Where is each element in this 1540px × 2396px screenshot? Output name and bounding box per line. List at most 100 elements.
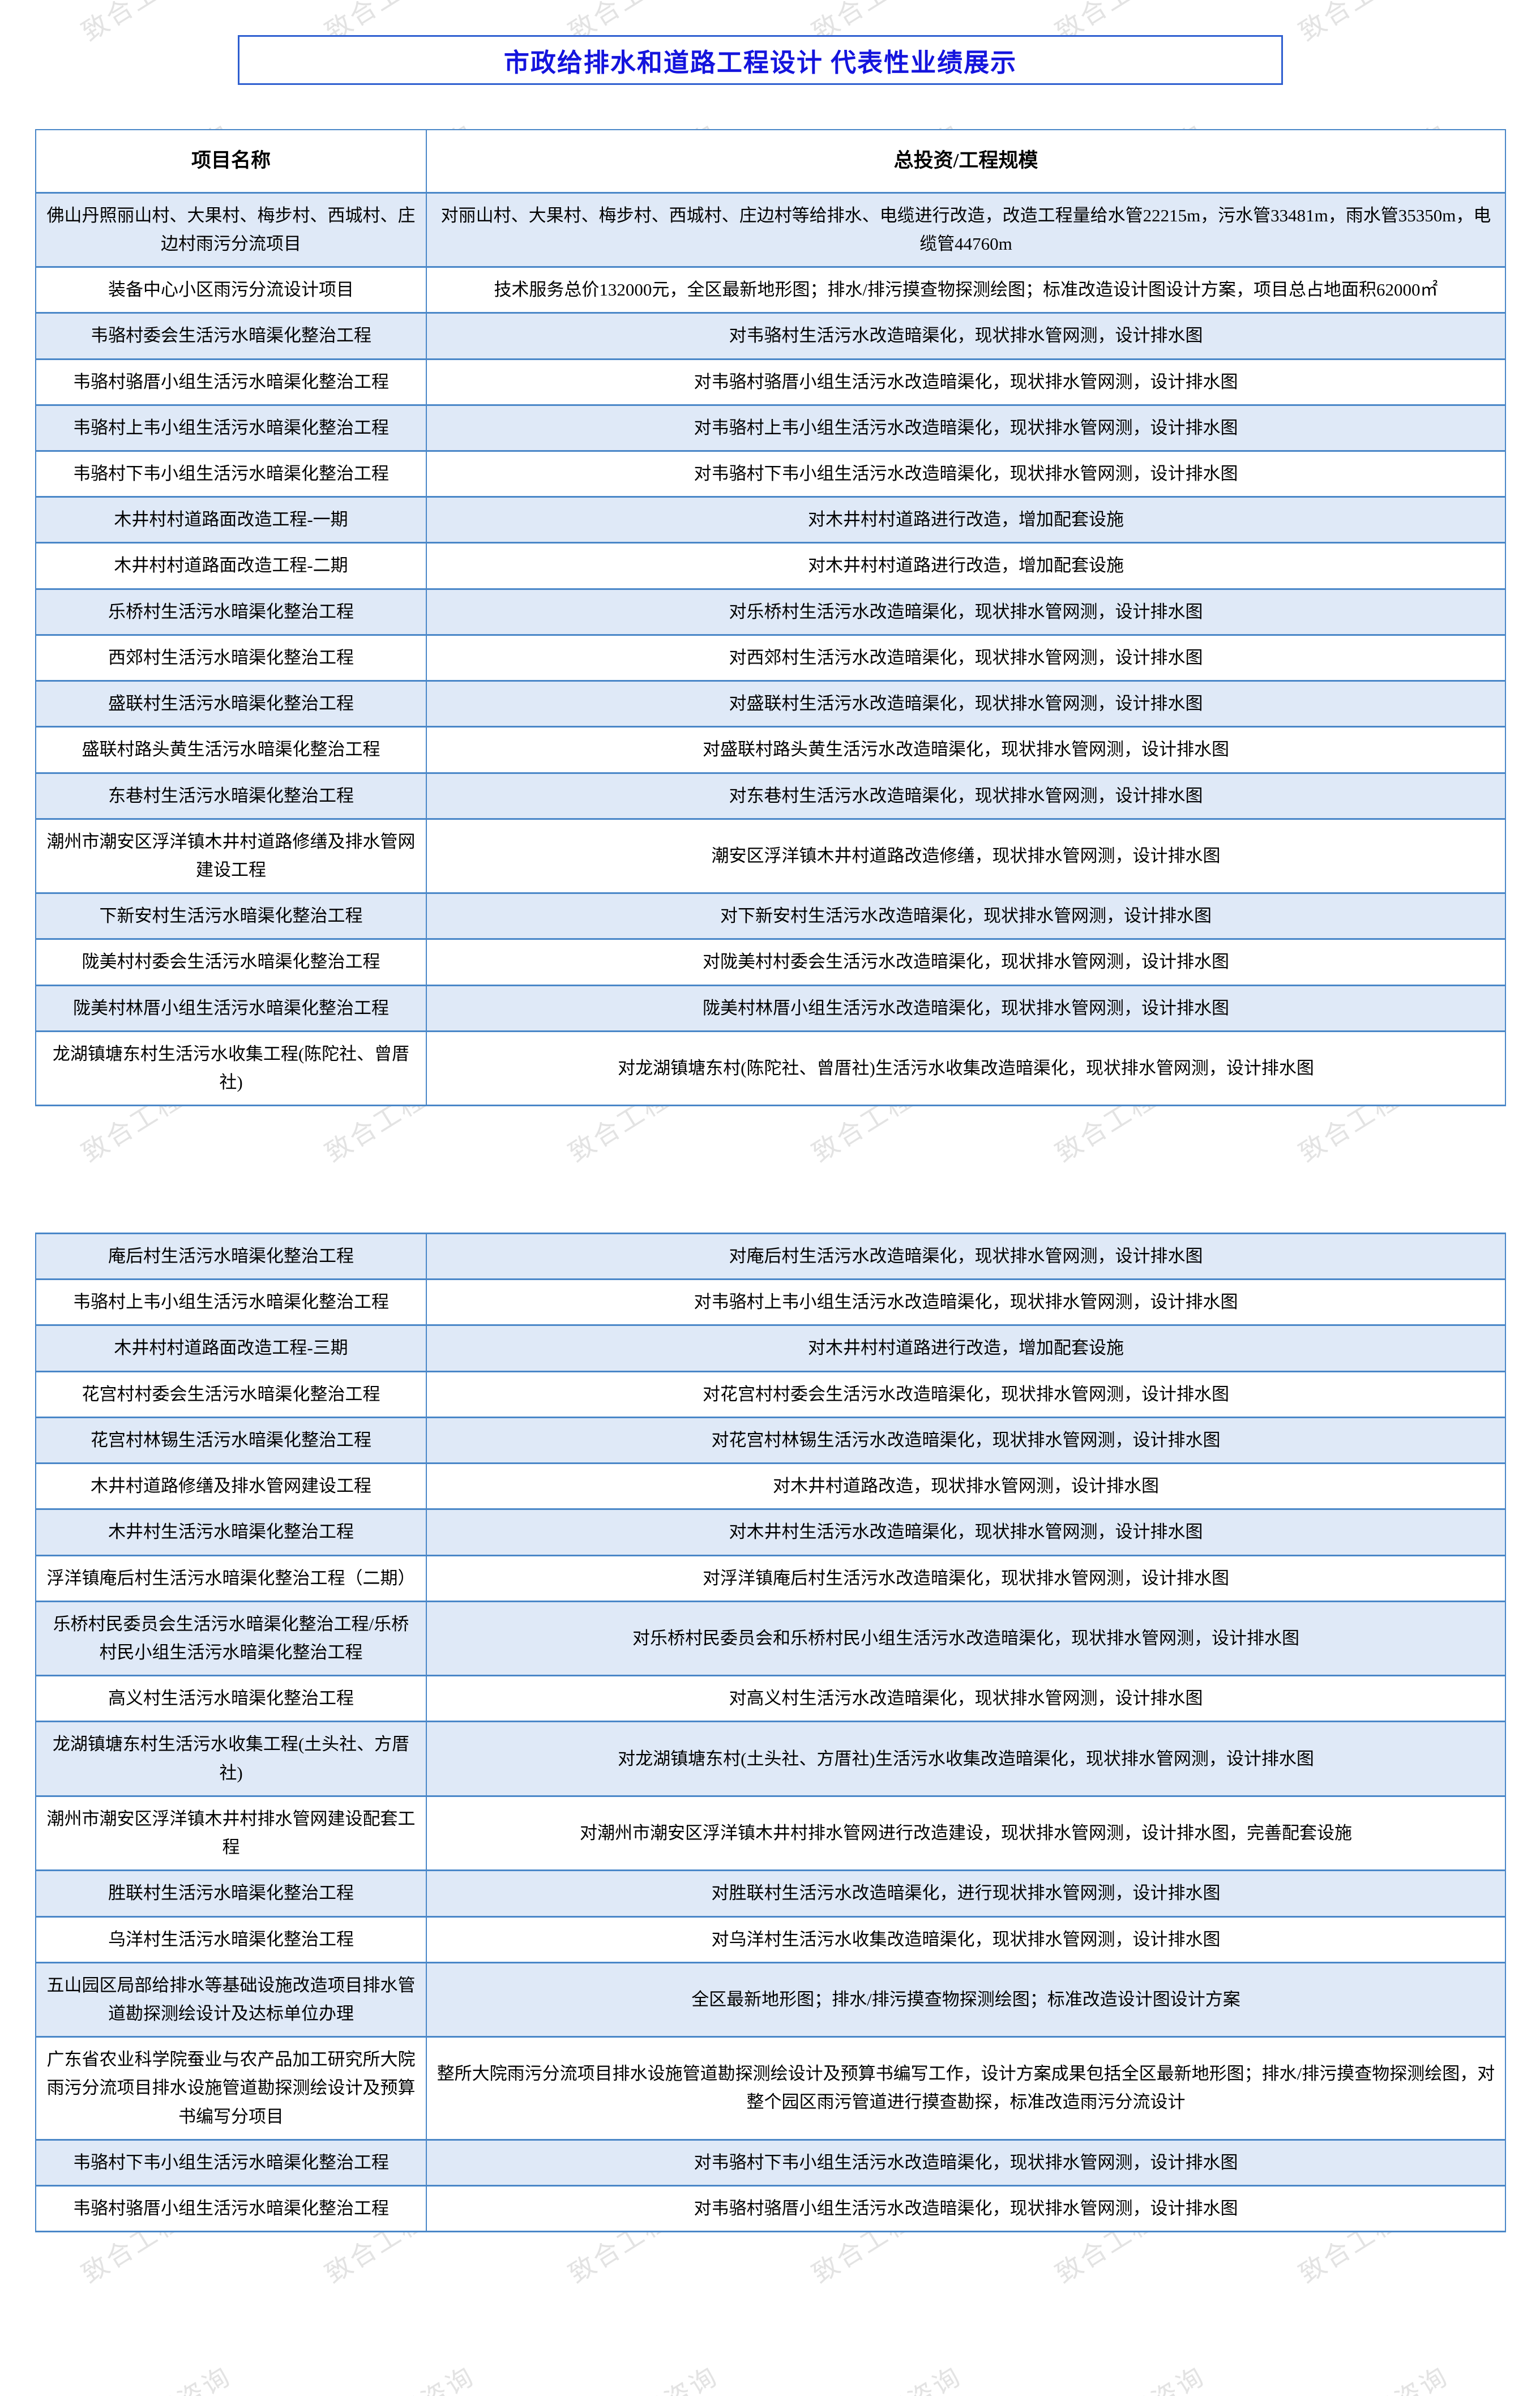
cell-project-name: 花宫村林锡生活污水暗渠化整治工程 — [35, 1416, 427, 1465]
cell-investment-scale: 对盛联村生活污水改造暗渠化，现状排水管网测，设计排水图 — [426, 680, 1506, 728]
cell-investment-scale: 对木井村村道路进行改造，增加配套设施 — [426, 496, 1506, 544]
watermark-text: 致合工程咨询 — [1537, 1614, 1540, 1728]
table-row: 韦骆村下韦小组生活污水暗渠化整治工程 对韦骆村下韦小组生活污水改造暗渠化，现状排水… — [35, 2138, 1506, 2187]
cell-project-name: 陇美村村委会生活污水暗渠化整治工程 — [35, 938, 427, 986]
table-row: 龙湖镇塘东村生活污水收集工程(土头社、方厝社) 对龙湖镇塘东村(土头社、方厝社)生… — [35, 1721, 1506, 1797]
cell-investment-scale: 对潮州市潮安区浮洋镇木井村排水管网进行改造建设，现状排水管网测，设计排水图，完善… — [426, 1795, 1506, 1872]
table-row: 盛联村生活污水暗渠化整治工程 对盛联村生活污水改造暗渠化，现状排水管网测，设计排水… — [35, 680, 1506, 728]
cell-project-name: 广东省农业科学院蚕业与农产品加工研究所大院雨污分流项目排水设施管道勘探测绘设计及… — [35, 2036, 427, 2141]
cell-project-name: 木井村生活污水暗渠化整治工程 — [35, 1508, 427, 1556]
watermark-text: 致合工程咨询 — [1537, 306, 1540, 421]
cell-investment-scale: 对木井村村道路进行改造，增加配套设施 — [426, 542, 1506, 590]
cell-investment-scale: 对浮洋镇庵后村生活污水改造暗渠化，现状排水管网测，设计排水图 — [426, 1554, 1506, 1602]
table-row: 陇美村林厝小组生活污水暗渠化整治工程 陇美村林厝小组生活污水改造暗渠化，现状排水管… — [35, 984, 1506, 1032]
cell-project-name: 韦骆村上韦小组生活污水暗渠化整治工程 — [35, 404, 427, 452]
table-row: 装备中心小区雨污分流设计项目 技术服务总价132000元，全区最新地形图；排水/排… — [35, 266, 1506, 314]
cell-project-name: 盛联村生活污水暗渠化整治工程 — [35, 680, 427, 728]
cell-project-name: 乐桥村生活污水暗渠化整治工程 — [35, 588, 427, 636]
cell-project-name: 潮州市潮安区浮洋镇木井村排水管网建设配套工程 — [35, 1795, 427, 1872]
table-row: 乌洋村生活污水暗渠化整治工程 对乌洋村生活污水收集改造暗渠化，现状排水管网测，设计… — [35, 1915, 1506, 1963]
watermark-text: 致合工程咨询 — [1534, 2356, 1540, 2396]
watermark-text: 致合工程咨询 — [1537, 493, 1540, 607]
cell-investment-scale: 对盛联村路头黄生活污水改造暗渠化，现状排水管网测，设计排水图 — [426, 726, 1506, 774]
cell-investment-scale: 对下新安村生活污水改造暗渠化，现状排水管网测，设计排水图 — [426, 892, 1506, 940]
cell-investment-scale: 对木井村村道路进行改造，增加配套设施 — [426, 1324, 1506, 1372]
cell-project-name: 韦骆村下韦小组生活污水暗渠化整治工程 — [35, 450, 427, 498]
watermark-text: 致合工程咨询 — [1291, 2356, 1455, 2396]
cell-project-name: 下新安村生活污水暗渠化整治工程 — [35, 892, 427, 940]
table-row: 潮州市潮安区浮洋镇木井村道路修缮及排水管网建设工程 潮安区浮洋镇木井村道路改造修缮… — [35, 818, 1506, 895]
cell-project-name: 五山园区局部给排水等基础设施改造项目排水管道勘探测绘设计及达标单位办理 — [35, 1961, 427, 2038]
table-row: 韦骆村委会生活污水暗渠化整治工程 对韦骆村生活污水改造暗渠化，现状排水管网测，设计… — [35, 312, 1506, 360]
cell-project-name: 盛联村路头黄生活污水暗渠化整治工程 — [35, 726, 427, 774]
cell-project-name: 韦骆村下韦小组生活污水暗渠化整治工程 — [35, 2138, 427, 2187]
cell-investment-scale: 潮安区浮洋镇木井村道路改造修缮，现状排水管网测，设计排水图 — [426, 818, 1506, 895]
cell-project-name: 木井村村道路面改造工程-一期 — [35, 496, 427, 544]
table-row: 浮洋镇庵后村生活污水暗渠化整治工程（二期） 对浮洋镇庵后村生活污水改造暗渠化，现状… — [35, 1554, 1506, 1602]
performance-table-page-2: 庵后村生活污水暗渠化整治工程 对庵后村生活污水改造暗渠化，现状排水管网测，设计排水… — [35, 1232, 1506, 2233]
watermark-text: 致合工程咨询 — [1537, 866, 1540, 981]
table-row: 五山园区局部给排水等基础设施改造项目排水管道勘探测绘设计及达标单位办理 全区最新地… — [35, 1961, 1506, 2038]
table-row: 木井村道路修缮及排水管网建设工程 对木井村道路改造，现状排水管网测，设计排水图 — [35, 1462, 1506, 1511]
table-row: 佛山丹照丽山村、大果村、梅步村、西城村、庄边村雨污分流项目 对丽山村、大果村、梅步… — [35, 191, 1506, 268]
cell-investment-scale: 对龙湖镇塘东村(土头社、方厝社)生活污水收集改造暗渠化，现状排水管网测，设计排水… — [426, 1721, 1506, 1797]
table-row: 庵后村生活污水暗渠化整治工程 对庵后村生活污水改造暗渠化，现状排水管网测，设计排水… — [35, 1232, 1506, 1281]
table-header-row: 项目名称 总投资/工程规模 — [35, 129, 1506, 194]
cell-project-name: 佛山丹照丽山村、大果村、梅步村、西城村、庄边村雨污分流项目 — [35, 191, 427, 268]
table-row: 潮州市潮安区浮洋镇木井村排水管网建设配套工程 对潮州市潮安区浮洋镇木井村排水管网进… — [35, 1795, 1506, 1872]
table-row: 木井村村道路面改造工程-三期 对木井村村道路进行改造，增加配套设施 — [35, 1324, 1506, 1372]
watermark-text: 致合工程咨询 — [1537, 1800, 1540, 1915]
cell-investment-scale: 对韦骆村上韦小组生活污水改造暗渠化，现状排水管网测，设计排水图 — [426, 404, 1506, 452]
table-row: 木井村村道路面改造工程-一期 对木井村村道路进行改造，增加配套设施 — [35, 496, 1506, 544]
table-row: 乐桥村民委员会生活污水暗渠化整治工程/乐桥村民小组生活污水暗渠化整治工程 对乐桥村… — [35, 1600, 1506, 1677]
cell-project-name: 韦骆村骆厝小组生活污水暗渠化整治工程 — [35, 358, 427, 406]
watermark-text: 致合工程咨询 — [1047, 2356, 1211, 2396]
cell-investment-scale: 对陇美村村委会生活污水改造暗渠化，现状排水管网测，设计排水图 — [426, 938, 1506, 986]
table-row: 下新安村生活污水暗渠化整治工程 对下新安村生活污水改造暗渠化，现状排水管网测，设计… — [35, 892, 1506, 940]
cell-investment-scale: 对胜联村生活污水改造暗渠化，进行现状排水管网测，设计排水图 — [426, 1869, 1506, 1918]
cell-project-name: 浮洋镇庵后村生活污水暗渠化整治工程（二期） — [35, 1554, 427, 1602]
table-row: 东巷村生活污水暗渠化整治工程 对东巷村生活污水改造暗渠化，现状排水管网测，设计排水… — [35, 772, 1506, 820]
cell-investment-scale: 对龙湖镇塘东村(陈陀社、曾厝社)生活污水收集改造暗渠化，现状排水管网测，设计排水… — [426, 1030, 1506, 1107]
cell-investment-scale: 对韦骆村下韦小组生活污水改造暗渠化，现状排水管网测，设计排水图 — [426, 2138, 1506, 2187]
cell-investment-scale: 对木井村生活污水改造暗渠化，现状排水管网测，设计排水图 — [426, 1508, 1506, 1556]
watermark-text: 致合工程咨询 — [1291, 0, 1455, 49]
watermark-text: 致合工程咨询 — [1537, 679, 1540, 794]
watermark-text: 致合工程咨询 — [1537, 1053, 1540, 1168]
column-header-project-name: 项目名称 — [35, 129, 427, 194]
table-row: 胜联村生活污水暗渠化整治工程 对胜联村生活污水改造暗渠化，进行现状排水管网测，设计… — [35, 1869, 1506, 1918]
page-title-banner: 市政给排水和道路工程设计 代表性业绩展示 — [238, 35, 1283, 85]
cell-investment-scale: 对花宫村村委会生活污水改造暗渠化，现状排水管网测，设计排水图 — [426, 1370, 1506, 1418]
cell-project-name: 龙湖镇塘东村生活污水收集工程(土头社、方厝社) — [35, 1721, 427, 1797]
watermark-text: 致合工程咨询 — [74, 0, 237, 49]
table-row: 乐桥村生活污水暗渠化整治工程 对乐桥村生活污水改造暗渠化，现状排水管网测，设计排水… — [35, 588, 1506, 636]
cell-project-name: 高义村生活污水暗渠化整治工程 — [35, 1675, 427, 1723]
cell-investment-scale: 对花宫村林锡生活污水改造暗渠化，现状排水管网测，设计排水图 — [426, 1416, 1506, 1465]
table-row: 高义村生活污水暗渠化整治工程 对高义村生活污水改造暗渠化，现状排水管网测，设计排水… — [35, 1675, 1506, 1723]
table-row: 广东省农业科学院蚕业与农产品加工研究所大院雨污分流项目排水设施管道勘探测绘设计及… — [35, 2036, 1506, 2141]
table-row: 陇美村村委会生活污水暗渠化整治工程 对陇美村村委会生活污水改造暗渠化，现状排水管网… — [35, 938, 1506, 986]
cell-investment-scale: 整所大院雨污分流项目排水设施管道勘探测绘设计及预算书编写工作，设计方案成果包括全… — [426, 2036, 1506, 2141]
cell-investment-scale: 对东巷村生活污水改造暗渠化，现状排水管网测，设计排水图 — [426, 772, 1506, 820]
watermark-text: 致合工程咨询 — [1537, 2174, 1540, 2289]
watermark-text: 致合工程咨询 — [1537, 119, 1540, 234]
cell-investment-scale: 对韦骆村下韦小组生活污水改造暗渠化，现状排水管网测，设计排水图 — [426, 450, 1506, 498]
cell-investment-scale: 对西郊村生活污水改造暗渠化，现状排水管网测，设计排水图 — [426, 634, 1506, 682]
table-row: 西郊村生活污水暗渠化整治工程 对西郊村生活污水改造暗渠化，现状排水管网测，设计排水… — [35, 634, 1506, 682]
cell-project-name: 西郊村生活污水暗渠化整治工程 — [35, 634, 427, 682]
cell-project-name: 韦骆村骆厝小组生活污水暗渠化整治工程 — [35, 2185, 427, 2233]
table-row: 韦骆村上韦小组生活污水暗渠化整治工程 对韦骆村上韦小组生活污水改造暗渠化，现状排水… — [35, 1278, 1506, 1327]
cell-investment-scale: 对韦骆村上韦小组生活污水改造暗渠化，现状排水管网测，设计排水图 — [426, 1278, 1506, 1327]
performance-table-page-1: 项目名称 总投资/工程规模 佛山丹照丽山村、大果村、梅步村、西城村、庄边村雨污分… — [35, 129, 1506, 1107]
cell-project-name: 韦骆村委会生活污水暗渠化整治工程 — [35, 312, 427, 360]
watermark-text: 致合工程咨询 — [1537, 1987, 1540, 2102]
watermark-text: 致合工程咨询 — [804, 2356, 968, 2396]
cell-investment-scale: 全区最新地形图；排水/排污摸查物探测绘图；标准改造设计图设计方案 — [426, 1961, 1506, 2038]
table-row: 龙湖镇塘东村生活污水收集工程(陈陀社、曾厝社) 对龙湖镇塘东村(陈陀社、曾厝社)生… — [35, 1030, 1506, 1107]
cell-project-name: 胜联村生活污水暗渠化整治工程 — [35, 1869, 427, 1918]
table-row: 盛联村路头黄生活污水暗渠化整治工程 对盛联村路头黄生活污水改造暗渠化，现状排水管网… — [35, 726, 1506, 774]
table-row: 韦骆村上韦小组生活污水暗渠化整治工程 对韦骆村上韦小组生活污水改造暗渠化，现状排水… — [35, 404, 1506, 452]
cell-project-name: 花宫村村委会生活污水暗渠化整治工程 — [35, 1370, 427, 1418]
cell-project-name: 木井村道路修缮及排水管网建设工程 — [35, 1462, 427, 1511]
cell-investment-scale: 对丽山村、大果村、梅步村、西城村、庄边村等给排水、电缆进行改造，改造工程量给水管… — [426, 191, 1506, 268]
